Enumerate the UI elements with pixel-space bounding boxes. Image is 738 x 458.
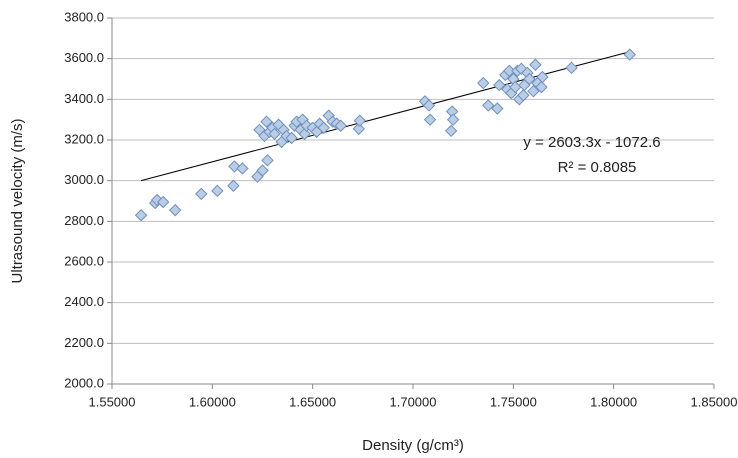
y-tick-label: 3000.0	[64, 172, 104, 187]
point	[256, 164, 269, 177]
trendline-r2: R² = 0.8085	[558, 159, 637, 176]
point	[623, 48, 636, 61]
point	[523, 72, 536, 86]
x-tick-label: 1.65000	[289, 394, 336, 409]
point	[134, 209, 148, 222]
point	[211, 184, 224, 198]
x-tick-label: 1.75000	[490, 394, 537, 409]
point	[285, 131, 298, 145]
point	[477, 76, 490, 90]
y-tick-label: 3200.0	[64, 131, 104, 146]
point	[444, 124, 458, 138]
y-tick-label: 2800.0	[64, 213, 104, 228]
x-tick-label: 1.85000	[691, 394, 738, 409]
y-tick-label: 3800.0	[64, 9, 104, 24]
point	[261, 154, 274, 167]
point	[334, 119, 347, 132]
x-tick-label: 1.60000	[189, 394, 236, 409]
point	[268, 127, 281, 141]
point	[517, 89, 530, 102]
y-axis-title: Ultrasound velocity (m/s)	[9, 118, 26, 283]
point	[491, 102, 504, 115]
point	[227, 179, 240, 192]
point	[565, 61, 578, 75]
y-tick-label: 2600.0	[64, 253, 104, 268]
point	[236, 162, 249, 175]
point	[317, 121, 330, 135]
y-tick-label: 2400.0	[64, 294, 104, 309]
point	[353, 114, 367, 127]
point	[423, 113, 437, 126]
y-tick-label: 2000.0	[64, 375, 104, 390]
point	[300, 119, 313, 132]
point	[527, 84, 540, 98]
point	[482, 99, 495, 112]
point	[446, 113, 460, 126]
point	[535, 80, 548, 94]
point	[156, 195, 170, 209]
x-tick-label: 1.55000	[89, 394, 136, 409]
x-axis-title: Density (g/cm³)	[362, 437, 464, 454]
trendline	[140, 51, 630, 182]
point	[169, 203, 182, 217]
point	[260, 115, 273, 128]
x-tick-label: 1.80000	[590, 394, 637, 409]
x-tick-label: 1.70000	[390, 394, 437, 409]
y-tick-label: 3400.0	[64, 91, 104, 106]
point	[529, 58, 542, 71]
point	[536, 70, 549, 84]
trendline-equation: y = 2603.3x - 1072.6	[523, 134, 660, 151]
point	[422, 99, 436, 112]
y-tick-label: 2200.0	[64, 335, 104, 350]
point	[493, 78, 506, 92]
point	[352, 122, 366, 136]
y-tick-label: 3600.0	[64, 50, 104, 65]
point	[195, 187, 208, 201]
